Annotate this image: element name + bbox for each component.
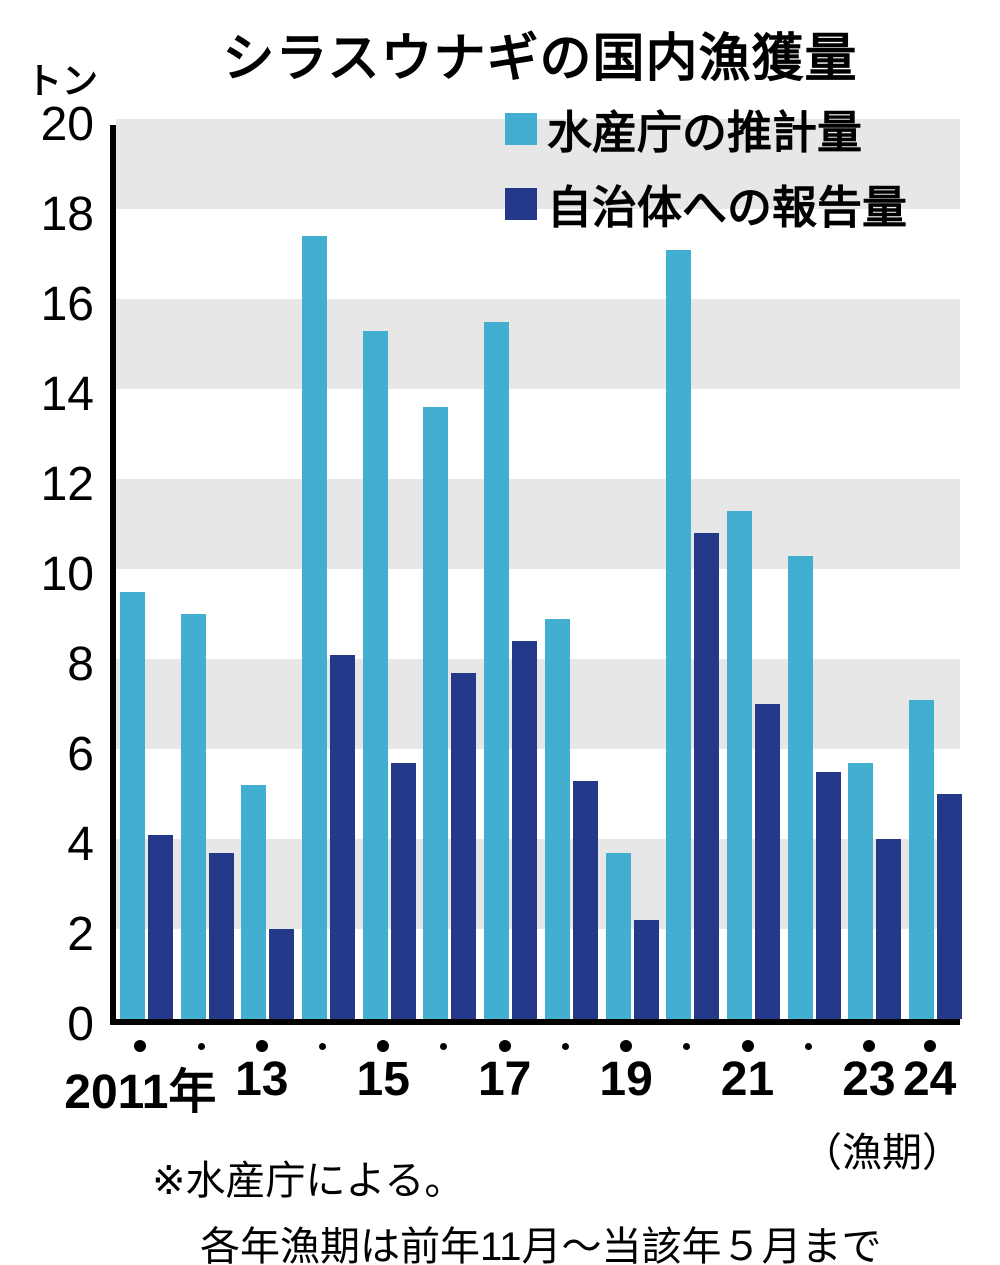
x-axis-ticks: [110, 1033, 960, 1059]
bar-reported: [694, 533, 720, 1019]
grid-band: [116, 299, 960, 389]
x-tick-dot: [134, 1040, 147, 1052]
y-tick-label: 12: [40, 458, 94, 511]
y-tick-label: 20: [40, 98, 94, 151]
x-tick-dot: [319, 1042, 326, 1050]
y-axis-unit-label: トン: [26, 60, 99, 101]
footnote-line-1: ※水産庁による。: [152, 1159, 465, 1203]
bar-reported: [208, 852, 234, 1019]
bar-reported: [755, 704, 780, 1019]
legend-swatch-estimate: [505, 112, 537, 145]
y-tick-label: 16: [40, 278, 94, 331]
x-tick-label: 23: [842, 1053, 896, 1106]
x-tick-dot: [440, 1042, 448, 1050]
grid-band: [116, 569, 960, 659]
x-tick-dot: [683, 1042, 691, 1050]
plot-area: [110, 119, 963, 1025]
x-tick-dot: [862, 1040, 875, 1052]
footnote-line-2: 各年漁期は前年11月～当該年５月まで: [200, 1225, 882, 1265]
bar-estimate: [180, 614, 206, 1019]
bar-estimate: [727, 510, 752, 1019]
grid-band: [116, 209, 960, 299]
x-tick-dot: [804, 1042, 812, 1050]
x-tick-label: 2011年: [64, 1066, 217, 1119]
bar-estimate: [544, 618, 570, 1019]
bar-estimate: [787, 555, 813, 1019]
y-tick-label: 4: [67, 818, 94, 871]
x-tick-dot: [498, 1040, 511, 1052]
bar-reported: [269, 929, 295, 1019]
bar-reported: [937, 794, 963, 1019]
y-tick-label: 0: [67, 998, 94, 1051]
bar-estimate: [302, 236, 327, 1019]
bar-reported: [876, 839, 902, 1019]
x-tick-label: 17: [477, 1053, 532, 1106]
grid-band: [116, 389, 960, 479]
y-tick-label: 6: [67, 728, 94, 781]
chart-title: シラスウナギの国内漁獲量: [222, 30, 858, 88]
bar-reported: [451, 672, 477, 1019]
bar-estimate: [909, 699, 935, 1019]
y-tick-label: 18: [40, 188, 94, 241]
legend-item-reported: 自治体への報告量: [505, 171, 907, 236]
x-tick-label: 24: [902, 1053, 957, 1106]
grid-band: [116, 659, 960, 749]
y-axis-labels: 0 2 4 6 8 10 12 14 16 18 20: [0, 98, 100, 1051]
x-tick-label: 15: [356, 1053, 410, 1106]
legend-label-estimate: 水産庁の推計量: [547, 107, 863, 158]
x-tick-dot: [741, 1040, 754, 1052]
x-tick-dot: [620, 1040, 633, 1052]
bar-estimate: [241, 785, 267, 1019]
y-tick-label: 14: [40, 368, 94, 421]
bar-reported: [147, 834, 173, 1019]
bar-estimate: [848, 762, 874, 1019]
bar-estimate: [666, 249, 692, 1019]
x-tick-label: 21: [720, 1053, 775, 1106]
bar-reported: [572, 780, 598, 1019]
y-tick-label: 8: [67, 638, 94, 691]
legend-label-reported: 自治体への報告量: [547, 182, 908, 233]
x-tick-dot: [923, 1040, 936, 1052]
x-tick-label: 13: [235, 1053, 289, 1106]
y-tick-label: 2: [67, 908, 94, 961]
legend-swatch-reported: [505, 187, 537, 220]
bar-reported: [390, 762, 416, 1019]
y-tick-label: 10: [40, 548, 94, 601]
bar-estimate: [605, 852, 631, 1019]
x-axis-labels: 2011年 13 15 17 19 21 23 24: [64, 1052, 960, 1122]
x-tick-dot: [255, 1040, 268, 1052]
legend-item-estimate: 水産庁の推計量: [505, 96, 907, 161]
grid-band: [116, 479, 960, 569]
grid-band: [116, 119, 960, 209]
bar-estimate: [484, 321, 510, 1019]
bar-reported: [815, 771, 841, 1019]
x-axis-note: （漁期）: [802, 1131, 962, 1175]
bar-estimate: [119, 591, 145, 1019]
bar-reported: [330, 654, 355, 1019]
x-tick-label: 19: [599, 1053, 653, 1106]
bar-reported: [512, 641, 538, 1019]
legend: 水産庁の推計量 自治体への報告量: [505, 96, 907, 246]
bar-estimate: [362, 330, 388, 1019]
bar-reported: [633, 920, 659, 1019]
x-tick-dot: [197, 1042, 205, 1050]
footnote: ※水産庁による。 各年漁期は前年11月～当該年５月まで: [152, 1148, 882, 1265]
x-tick-dot: [377, 1040, 390, 1052]
bar-estimate: [423, 407, 449, 1019]
x-tick-dot: [561, 1042, 569, 1050]
